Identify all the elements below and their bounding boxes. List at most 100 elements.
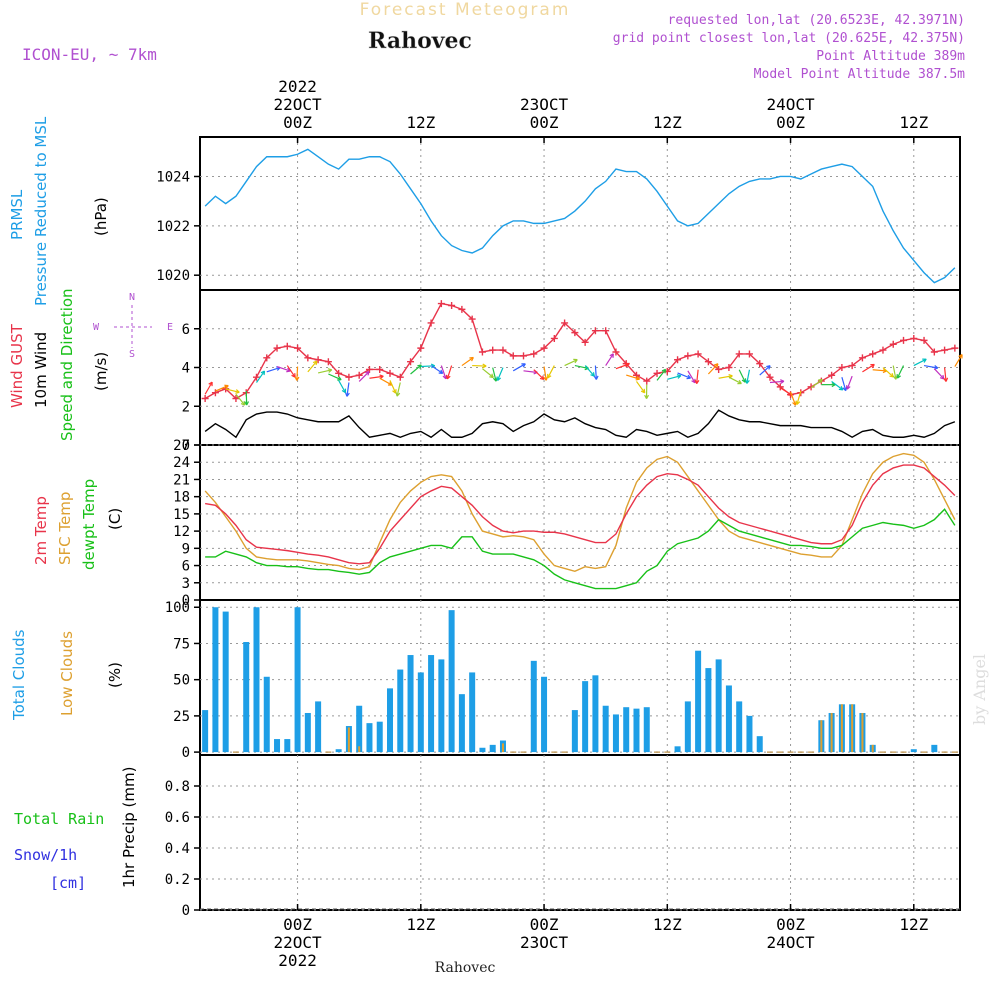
temp-unit: (C): [106, 508, 124, 530]
wind-gust-point: [910, 334, 918, 342]
wind-unit: (m/s): [92, 352, 110, 391]
wind-title-1: Wind GUST: [8, 323, 26, 408]
wind-arrow-head: [312, 360, 318, 366]
bottom-date-label: 24OCT: [766, 933, 815, 952]
wind-arrow-head: [539, 375, 545, 381]
pressure-title-1: PRMSL: [8, 189, 26, 240]
total-clouds-bar: [479, 747, 486, 753]
wind-gust-point: [766, 373, 774, 381]
total-clouds-bar: [304, 712, 311, 753]
wind-gust-point: [263, 354, 271, 362]
low-clouds-bar: [501, 743, 504, 753]
wind-arrow-head: [547, 373, 552, 379]
chart-title: Forecast Meteogram: [360, 0, 571, 20]
pressure-ytick-label: 1020: [156, 268, 190, 284]
total-clouds-bar: [705, 668, 712, 753]
total-clouds-bar: [612, 714, 619, 753]
wind-direction-arrow: [605, 353, 614, 366]
wind-arrow-head: [438, 369, 444, 374]
total-clouds-bar: [202, 710, 209, 753]
wind-gust-point: [550, 334, 558, 342]
top-time-label: 12Z: [406, 113, 435, 132]
wind-direction-arrow: [410, 364, 422, 375]
precip-ytick-label: 0.2: [165, 872, 190, 888]
precip-title-2: Snow/1h: [14, 846, 77, 864]
wind-direction-arrow: [687, 370, 696, 384]
wind-direction-arrow: [862, 363, 875, 373]
wind-ytick-label: 6: [182, 322, 190, 338]
wind-direction-arrow: [594, 365, 597, 380]
wind-direction-arrow: [286, 365, 296, 378]
wind-direction-arrow: [892, 365, 897, 380]
wind-gust-point: [807, 383, 815, 391]
wind-gust-point: [386, 369, 394, 377]
wind-gust-point: [324, 358, 332, 366]
wind-gust-point: [304, 354, 312, 362]
temperature-ytick-label: 18: [173, 490, 190, 506]
wind-gust-point: [407, 358, 415, 366]
wind-direction-arrow: [547, 365, 555, 379]
temperature-ytick-label: 6: [182, 559, 190, 575]
top-time-label: 12Z: [899, 113, 928, 132]
wind-arrow-head: [609, 353, 614, 358]
wind-gust-point: [294, 344, 302, 352]
wind-arrow-head: [327, 368, 333, 373]
low-clouds-bar: [358, 746, 361, 753]
wind-ytick-label: 0: [182, 438, 190, 454]
wind-direction-arrow: [430, 365, 444, 374]
total-clouds-bar: [222, 611, 229, 753]
pressure-title-2: Pressure Reduced to MSL: [32, 116, 50, 306]
bottom-date-label: 23OCT: [520, 933, 569, 952]
wind-gust-point: [489, 346, 497, 354]
wind-arrow-head: [244, 401, 250, 406]
pressure-series-prmsl: [204, 148, 956, 284]
wind-arrow-head: [635, 375, 641, 381]
wind-gust-point: [478, 348, 486, 356]
wind-direction-arrow: [677, 372, 691, 379]
wind-arrow-head: [640, 388, 646, 394]
total-clouds-bar: [274, 739, 281, 753]
total-clouds-bar: [530, 660, 537, 753]
wind-direction-arrow: [779, 387, 793, 396]
wind-gust-point: [674, 356, 682, 364]
wind-arrow-head: [846, 385, 851, 390]
total-clouds-bar: [643, 707, 650, 753]
wind-gust-point: [756, 360, 764, 368]
clouds-ytick-label: 25: [173, 709, 190, 725]
precip-ytick-label: 0.6: [165, 810, 190, 826]
wind-direction-arrow: [728, 376, 742, 385]
wind-direction-arrow: [769, 380, 784, 384]
total-clouds-bar: [253, 607, 260, 753]
wind-gust-point: [684, 352, 692, 360]
wind-arrow-head: [766, 365, 771, 370]
wind-direction-arrow: [338, 380, 346, 393]
wind-direction-arrow: [933, 368, 945, 380]
temperature-series-2m-temp: [205, 464, 956, 565]
wind-gust-point: [417, 344, 425, 352]
wind-arrow-head: [521, 363, 526, 368]
wind-direction-arrow: [796, 390, 802, 405]
wind-direction-arrow: [276, 365, 291, 372]
temperature-ytick-label: 27: [173, 438, 190, 454]
total-clouds-bar: [397, 669, 404, 753]
total-clouds-bar: [715, 659, 722, 753]
total-clouds-bar: [294, 607, 301, 753]
wind-direction-arrow: [696, 369, 699, 384]
wind-direction-arrow: [204, 381, 213, 395]
wind-gust-point: [643, 377, 651, 385]
total-clouds-bar: [366, 723, 373, 753]
wind-gust-point: [848, 362, 856, 370]
wind-gust-point: [704, 358, 712, 366]
wind-gust-point: [591, 327, 599, 335]
wind-gust-point: [889, 340, 897, 348]
wind-gust-point: [725, 364, 733, 371]
wind-arrow-head: [943, 377, 949, 382]
clouds-title-1: Total Clouds: [10, 629, 28, 721]
wind-direction-arrow: [872, 369, 887, 372]
wind-gust-point: [232, 395, 240, 402]
top-year-label: 2022: [278, 77, 317, 96]
wind-ytick-label: 4: [182, 361, 190, 377]
wind-direction-arrow: [707, 363, 719, 375]
wind-arrow-head: [496, 376, 502, 381]
